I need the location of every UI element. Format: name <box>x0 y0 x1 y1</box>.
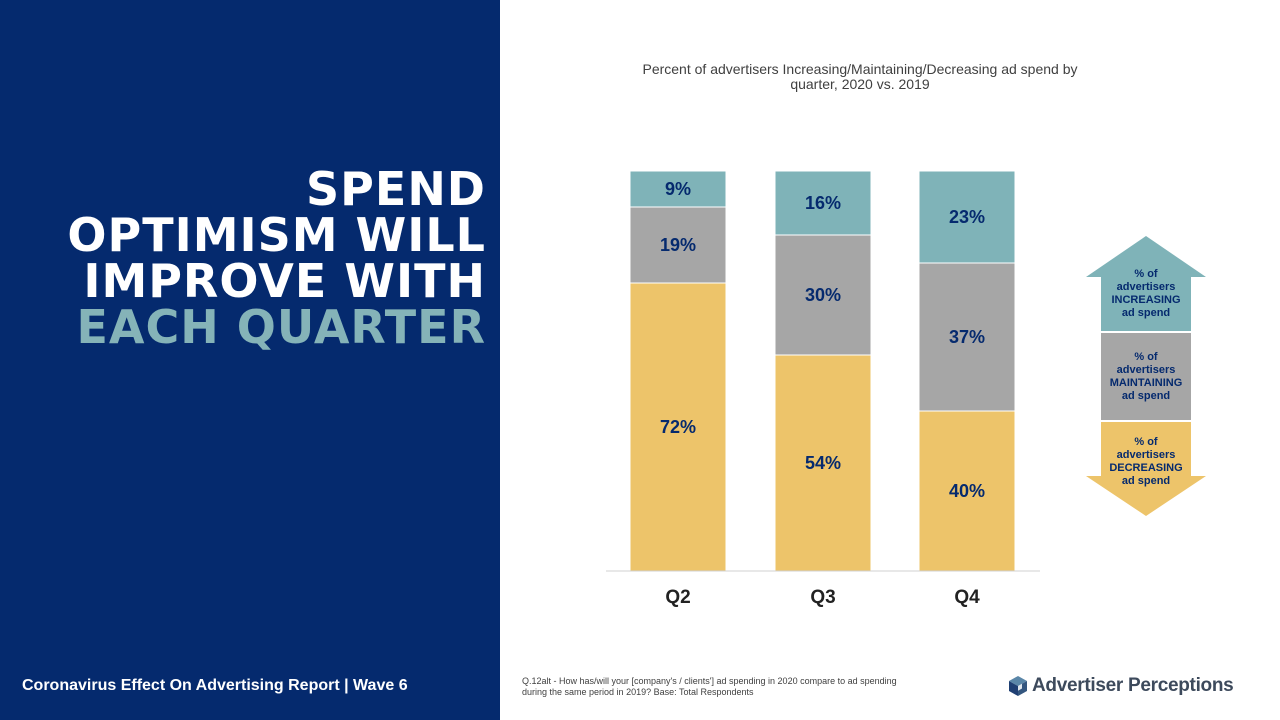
legend-text: advertisers <box>1117 364 1176 376</box>
bar-segment <box>629 282 727 572</box>
legend-maintaining-box <box>1101 333 1191 420</box>
legend-up-arrow <box>1086 236 1206 331</box>
bar-segment <box>918 170 1016 264</box>
data-label: 30% <box>805 285 841 305</box>
data-label: 16% <box>805 193 841 213</box>
legend-down-arrow <box>1086 422 1206 516</box>
data-label: 37% <box>949 327 985 347</box>
bar-segment <box>774 170 872 236</box>
chart-title: Percent of advertisers Increasing/Mainta… <box>642 61 1078 92</box>
bar-segment <box>629 170 727 208</box>
legend-text: ad spend <box>1122 390 1170 402</box>
data-label: 54% <box>805 453 841 473</box>
bar-segment <box>918 262 1016 412</box>
company-logo: Advertiser Perceptions <box>1008 675 1234 697</box>
data-label: 9% <box>665 179 691 199</box>
headline: SPEND OPTIMISM WILL IMPROVE WITH EACH QU… <box>6 166 486 350</box>
logo-text: Advertiser Perceptions <box>1032 675 1234 696</box>
headline-line: SPEND <box>306 162 486 216</box>
cube-logo-icon <box>1009 676 1027 696</box>
headline-accent-line: EACH QUARTER <box>76 300 486 354</box>
legend-text: INCREASING <box>1111 294 1180 306</box>
legend-text: % of <box>1134 351 1158 363</box>
legend-text: % of <box>1134 268 1158 280</box>
legend-text: advertisers <box>1117 281 1176 293</box>
category-label: Q3 <box>810 587 835 608</box>
category-label: Q2 <box>665 587 690 608</box>
headline-line: OPTIMISM WILL <box>67 208 486 262</box>
data-label: 40% <box>949 481 985 501</box>
data-label: 72% <box>660 417 696 437</box>
report-label: Coronavirus Effect On Advertising Report… <box>22 677 408 694</box>
bar-segment <box>774 234 872 356</box>
bar-segment <box>629 206 727 284</box>
data-label: 19% <box>660 235 696 255</box>
headline-line: IMPROVE WITH <box>83 254 486 308</box>
bar-segment <box>774 354 872 572</box>
data-label: 23% <box>949 207 985 227</box>
legend-text: % of <box>1134 436 1158 448</box>
title-panel: SPEND OPTIMISM WILL IMPROVE WITH EACH QU… <box>0 0 500 720</box>
legend-text: ad spend <box>1122 475 1170 487</box>
category-label: Q4 <box>954 587 980 608</box>
footnote: Q.12alt - How has/will your [company's /… <box>522 676 897 697</box>
legend-text: advertisers <box>1117 449 1176 461</box>
bar-segment <box>918 410 1016 572</box>
legend-text: DECREASING <box>1109 462 1182 474</box>
legend-text: MAINTAINING <box>1110 377 1183 389</box>
legend-text: ad spend <box>1122 307 1170 319</box>
